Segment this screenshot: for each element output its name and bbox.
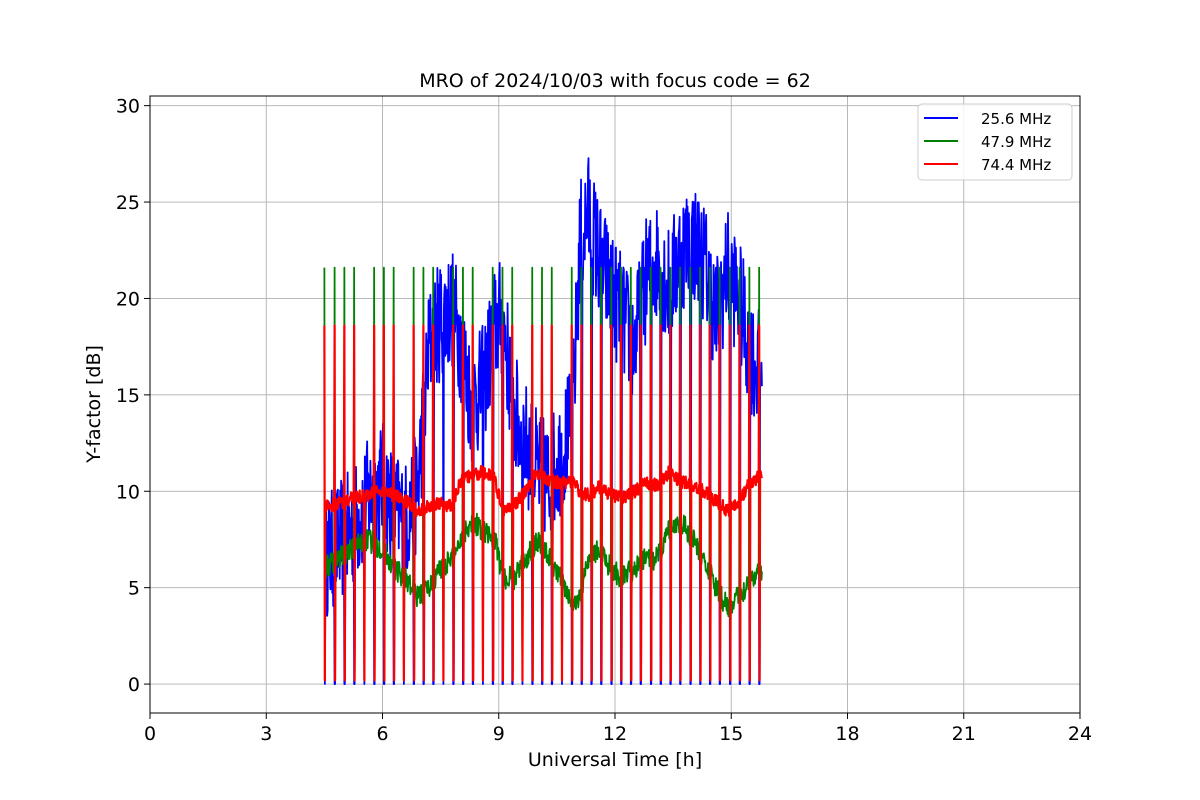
x-tick-label: 0 <box>144 723 156 745</box>
legend-label: 25.6 MHz <box>981 110 1051 128</box>
legend-box <box>917 103 1073 181</box>
series-line <box>323 324 763 682</box>
x-tick-label: 9 <box>493 723 505 745</box>
x-axis-label: Universal Time [h] <box>528 749 702 771</box>
legend-label: 47.9 MHz <box>981 133 1051 151</box>
y-tick-label: 20 <box>116 288 140 310</box>
legend: 25.6 MHz 47.9 MHz 74.4 MHz <box>917 103 1073 181</box>
series-lines <box>323 157 763 685</box>
x-tick-label: 12 <box>603 723 627 745</box>
x-tick-label: 21 <box>952 723 976 745</box>
x-tick-label: 6 <box>376 723 388 745</box>
x-tick-label: 18 <box>835 723 859 745</box>
x-tick-label: 24 <box>1068 723 1092 745</box>
chart-title: MRO of 2024/10/03 with focus code = 62 <box>419 70 811 92</box>
y-tick-label: 15 <box>116 385 140 407</box>
axis-ticks: 0 3 6 9 12 15 18 21 24 0 5 10 15 20 25 30 <box>116 96 1092 745</box>
legend-label: 74.4 MHz <box>981 156 1051 174</box>
y-tick-label: 5 <box>128 578 140 600</box>
y-tick-label: 30 <box>116 96 140 118</box>
y-axis-label: Y-factor [dB] <box>83 345 105 464</box>
y-tick-label: 10 <box>116 481 140 503</box>
y-tick-label: 25 <box>116 192 140 214</box>
x-tick-label: 15 <box>719 723 743 745</box>
x-tick-label: 3 <box>260 723 272 745</box>
y-tick-label: 0 <box>128 674 140 696</box>
